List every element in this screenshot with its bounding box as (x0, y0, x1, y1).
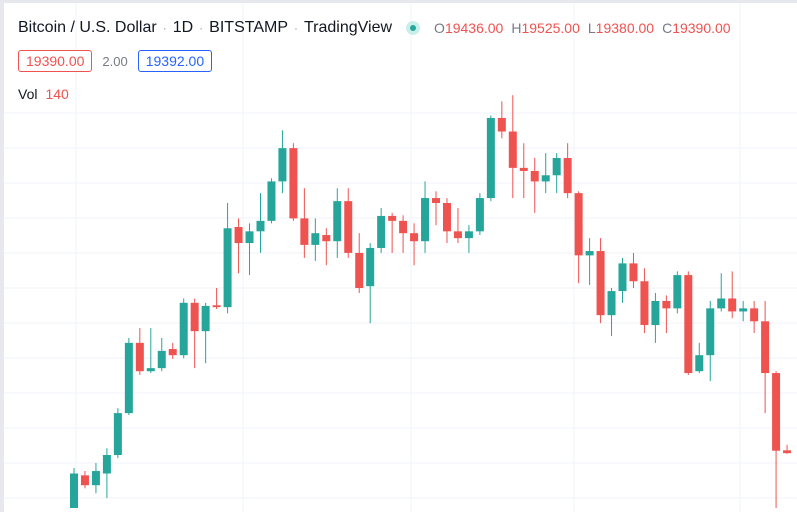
candle-body (519, 167, 528, 171)
sell-button[interactable]: 19390.00 (18, 50, 93, 72)
candle-body (322, 235, 331, 242)
volume-legend: Vol 140 (18, 86, 69, 102)
candle-body (750, 308, 759, 322)
candle-body (377, 215, 386, 248)
candle-body (267, 181, 276, 221)
candle-body (135, 342, 144, 372)
candle-body (761, 321, 770, 374)
candle-body (432, 198, 441, 203)
candle-body (146, 368, 155, 372)
exchange: BITSTAMP (209, 19, 288, 36)
ohlc-key: H (511, 20, 522, 36)
candle-body (234, 227, 243, 244)
ohlc-value: 19525.00 (521, 20, 580, 36)
source: TradingView (304, 19, 393, 36)
candle-body (706, 308, 715, 356)
candle-body (596, 251, 605, 316)
ohlc-item: C19390.00 (662, 20, 731, 36)
candle-body (486, 117, 495, 199)
candle-body (223, 228, 232, 308)
ohlc-key: L (587, 20, 596, 36)
candle-body (607, 291, 616, 316)
candle-body (563, 158, 572, 194)
candle-body (618, 263, 627, 292)
candle-body (728, 298, 737, 312)
candles (70, 95, 792, 508)
volume-value: 140 (45, 86, 69, 102)
interval: 1D (172, 19, 194, 36)
candle-body (333, 201, 342, 242)
candle-body (464, 231, 473, 239)
chart (4, 3, 797, 512)
separator: · (162, 21, 167, 35)
candle-body (300, 218, 309, 245)
candle-body (530, 170, 539, 182)
candle-body (201, 305, 210, 332)
candle-body (651, 300, 660, 325)
candle-body (102, 455, 111, 474)
candle-body (772, 373, 781, 451)
legend-header: Bitcoin / U.S. Dollar · 1D · BITSTAMP · Tra… (18, 19, 739, 37)
candle-body (453, 231, 462, 239)
candle-body (717, 298, 726, 309)
ohlc-value: 19390.00 (672, 20, 731, 36)
ohlc-value: 19436.00 (444, 20, 504, 36)
candle-body (157, 350, 166, 369)
candle-body (179, 302, 188, 356)
market-status (406, 21, 421, 35)
candle-body (168, 349, 177, 356)
separator: · (294, 21, 298, 35)
buy-button[interactable]: 19392.00 (137, 50, 213, 72)
candle-body (662, 300, 671, 309)
candle-body (783, 450, 792, 454)
candle-body (739, 308, 748, 312)
symbol: Bitcoin / U.S. Dollar (18, 19, 157, 36)
candle-body (695, 355, 704, 372)
candle-body (508, 131, 517, 168)
candle-body (442, 202, 451, 232)
candle-body (640, 281, 649, 325)
candle-body (70, 473, 78, 508)
candle-body (256, 220, 265, 232)
candle-body (245, 231, 254, 244)
candle-body (212, 305, 221, 308)
candle-body (552, 158, 561, 176)
candle-body (541, 175, 550, 182)
candle-body (421, 198, 430, 242)
candle-body (366, 247, 375, 287)
candle-body (475, 198, 484, 232)
ohlc-value: 19380.00 (595, 20, 655, 36)
candle-body (497, 117, 506, 132)
candle-body (91, 471, 100, 486)
quote-boxes: 19390.00 2.00 19392.00 (18, 50, 213, 72)
separator: · (199, 21, 204, 35)
candle-body (684, 275, 693, 374)
candle-body (289, 148, 298, 219)
candle-body (574, 193, 583, 256)
volume-label: Vol (18, 86, 38, 102)
ohlc-item: L19380.00 (588, 20, 654, 36)
candle-body (410, 233, 419, 242)
candle-body (673, 275, 682, 309)
ohlc-key: C (662, 20, 673, 36)
candle-body (80, 475, 89, 486)
grid (4, 3, 797, 512)
candle-body (355, 252, 364, 289)
candle-body (629, 263, 638, 282)
candle-body (190, 302, 199, 332)
candle-body (399, 220, 408, 234)
ohlc-item: O19436.00 (434, 20, 503, 36)
candle-body (278, 148, 287, 182)
candle-body (124, 342, 133, 414)
ohlc-item: H19525.00 (511, 20, 580, 36)
candle-body (344, 201, 353, 253)
candle-body (113, 413, 122, 456)
candle-body (585, 251, 594, 256)
spread: 2.00 (102, 53, 128, 69)
ohlc-key: O (434, 20, 445, 36)
candle-body (311, 233, 320, 245)
ohlc: O19436.00 H19525.00 L19380.00 C19390.00 (434, 20, 739, 36)
candle-body (388, 215, 397, 221)
